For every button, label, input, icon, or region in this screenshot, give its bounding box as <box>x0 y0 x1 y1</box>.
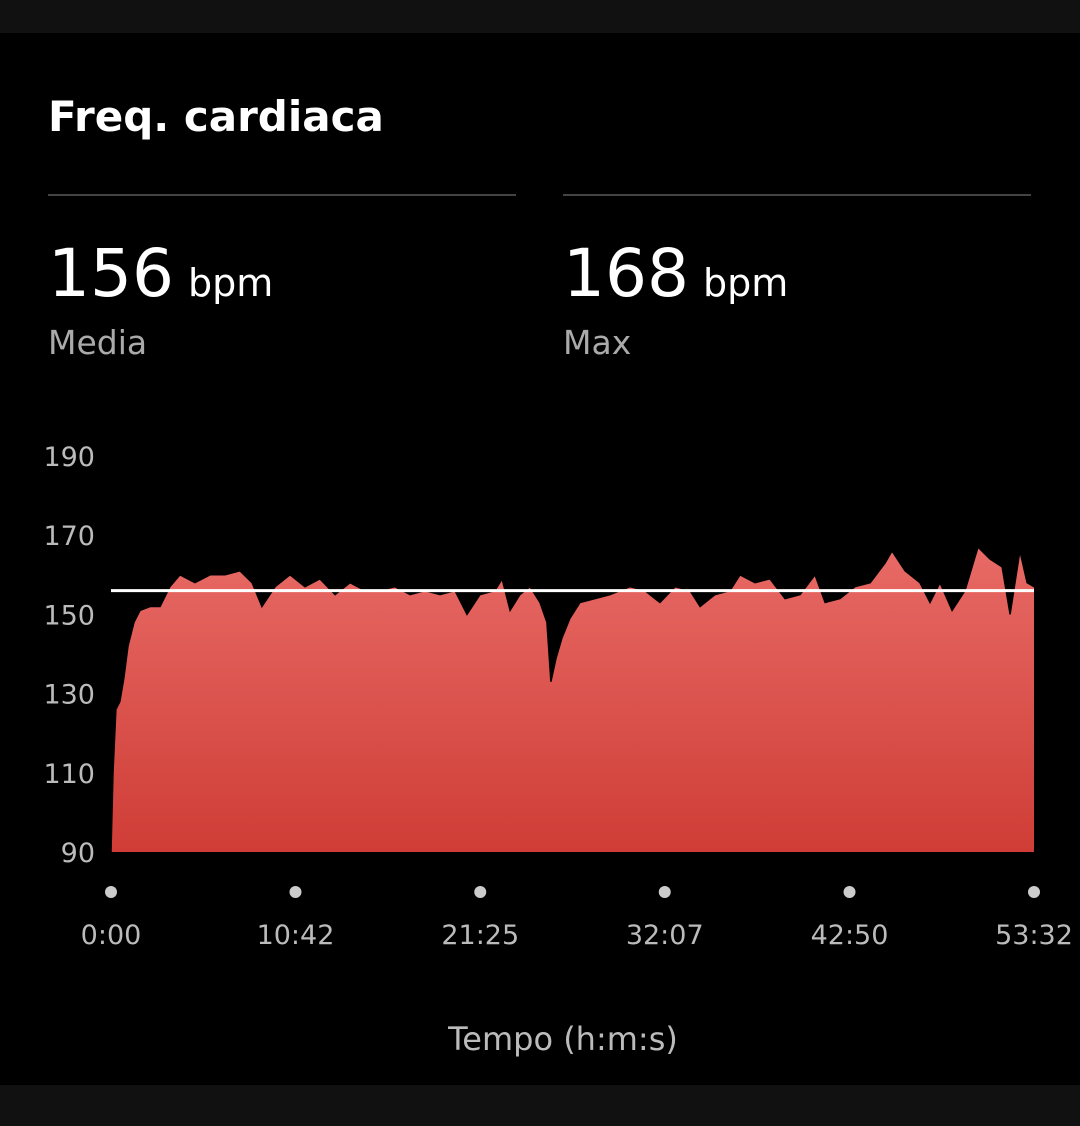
title: Freq. cardiaca <box>48 92 384 141</box>
y-tick-label: 190 <box>43 442 95 473</box>
x-tick-dot <box>105 886 117 898</box>
card <box>0 33 1080 1085</box>
x-tick-label: 42:50 <box>811 920 889 951</box>
x-tick-dot <box>843 886 856 898</box>
x-tick-label: 21:25 <box>441 920 519 951</box>
area <box>111 547 1034 852</box>
x-tick-dot <box>658 886 671 898</box>
stat-value: 156 <box>48 235 174 312</box>
x-tick-label: 32:07 <box>626 920 704 951</box>
y-tick-label: 130 <box>43 680 95 711</box>
x-tick-dot <box>474 886 487 898</box>
x-tick-dot <box>1028 886 1040 898</box>
y-tick-label: 150 <box>43 600 95 631</box>
x-tick-label: 10:42 <box>257 920 335 951</box>
x-axis-label: Tempo (h:m:s) <box>447 1020 678 1058</box>
x-tick-label: 0:00 <box>81 920 142 951</box>
stat-label: Media <box>48 323 147 362</box>
y-tick-label: 170 <box>43 521 95 552</box>
x-tick-label: 53:32 <box>995 920 1073 951</box>
stat-label: Max <box>563 323 631 362</box>
stat-unit: bpm <box>703 261 788 305</box>
area-outline <box>110 545 1035 853</box>
stat: 156 bpm <box>48 235 273 312</box>
x-tick-dot <box>289 886 302 898</box>
stat-unit: bpm <box>188 261 273 305</box>
y-tick-label: 90 <box>61 838 95 869</box>
stat: 168 bpm <box>563 235 788 312</box>
stat-value: 168 <box>563 235 689 312</box>
y-tick-label: 110 <box>43 759 95 790</box>
